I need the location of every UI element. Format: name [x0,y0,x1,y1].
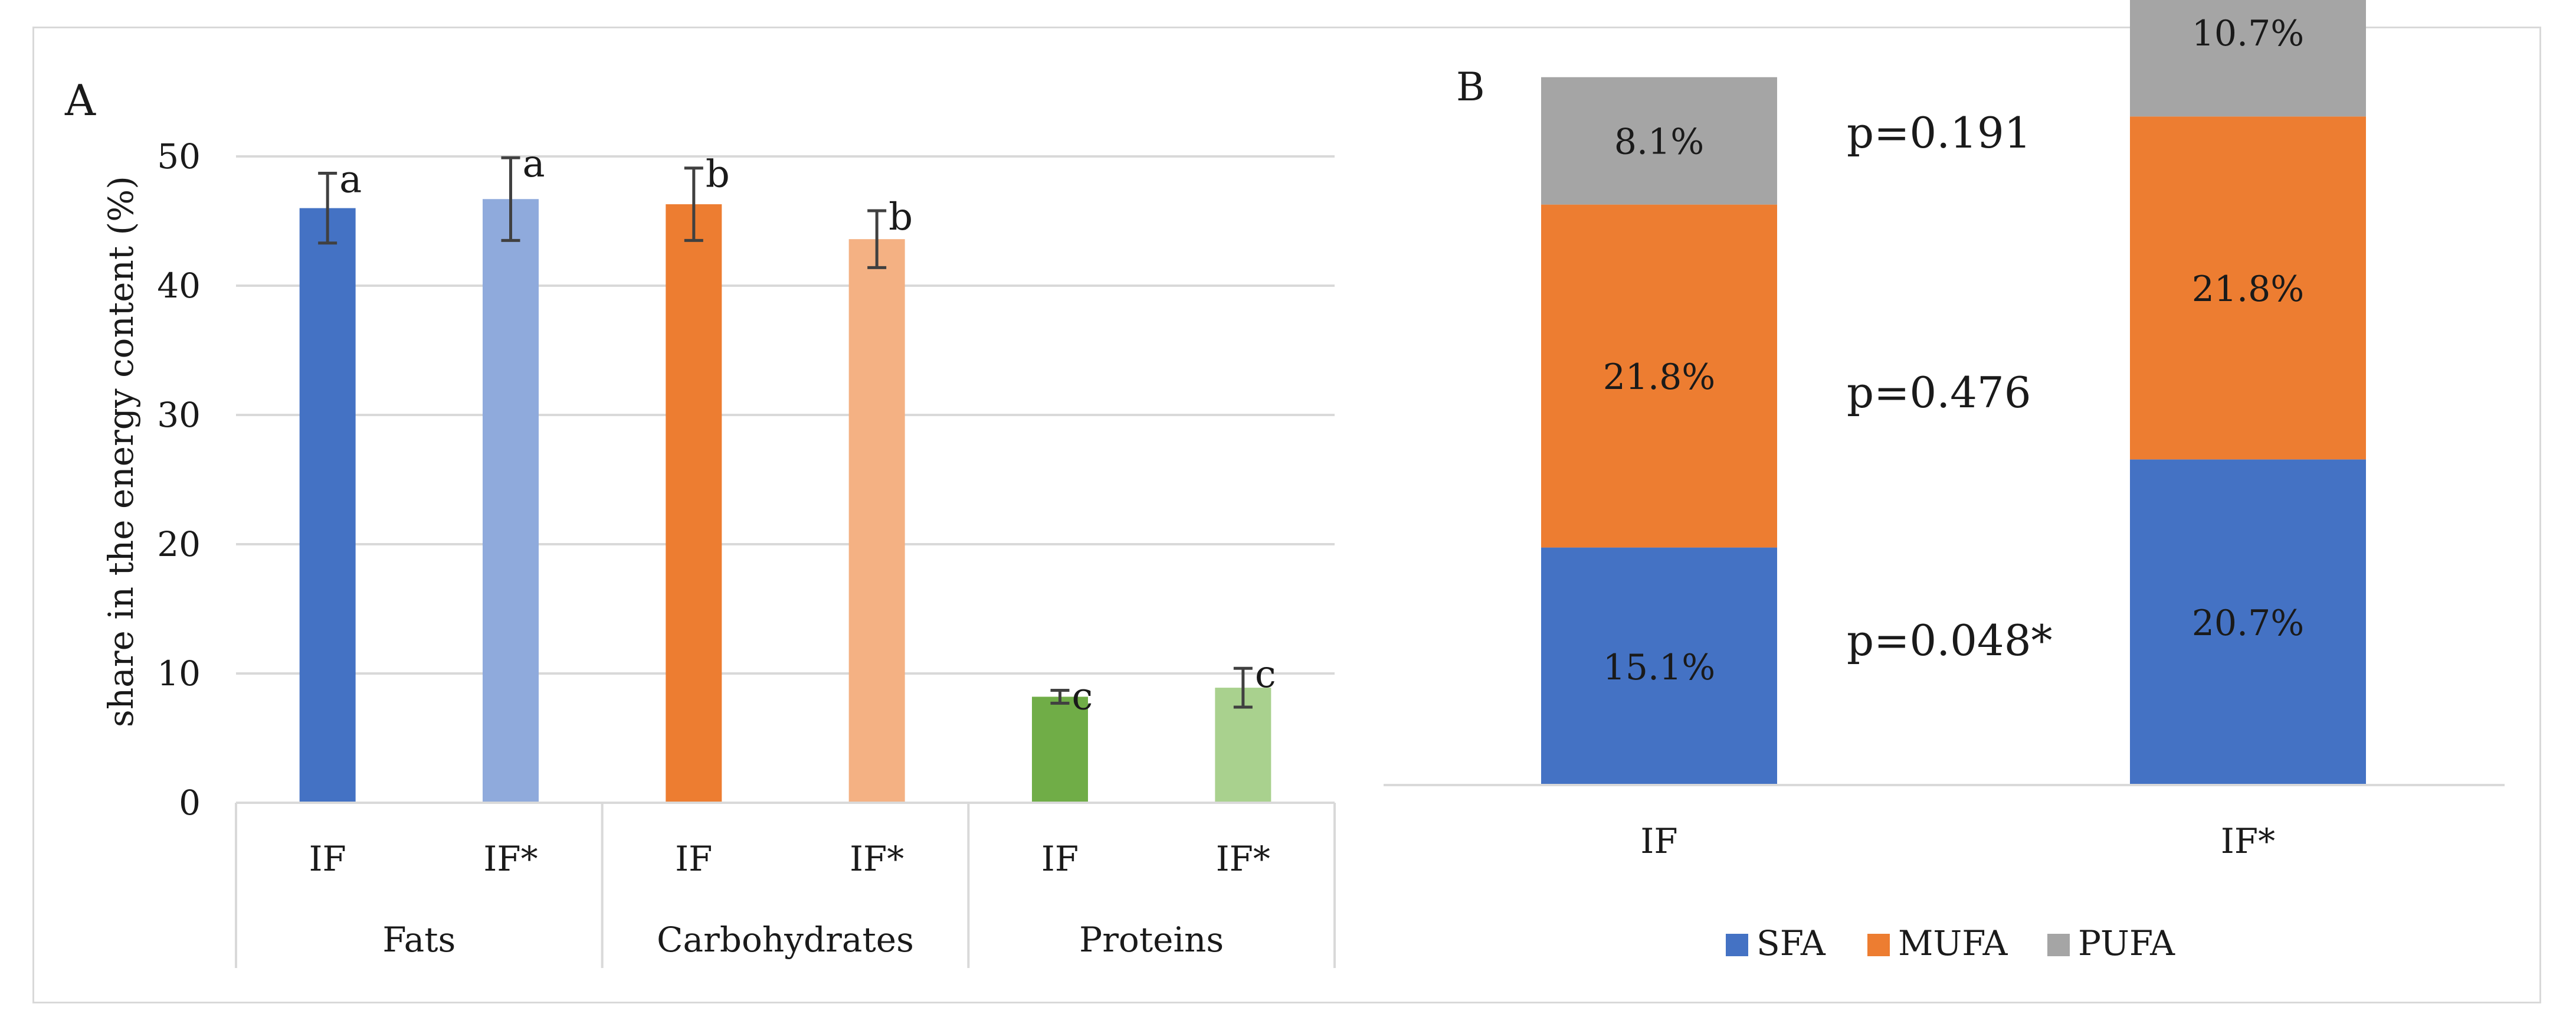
x-category-label: IF* [2221,821,2275,861]
significance-letter: b [706,153,730,197]
panel-a: A 0 10 20 30 40 50 share in the energy conten… [64,76,1336,968]
significance-letter: a [339,158,362,201]
x-tick-label: IF* [1216,839,1270,879]
legend-label-mufa: MUFA [1898,923,2008,963]
stack-mufa-if-star [2130,116,2366,460]
y-tick-label: 20 [157,524,201,564]
p-value-sfa: p=0.048* [1847,616,2053,665]
group-label: Proteins [1079,920,1224,960]
group-label: Carbohydrates [657,920,914,960]
panel-a-letter: A [64,76,96,125]
bar-carbohydrates-if [666,204,722,803]
legend-swatch-pufa [2047,934,2070,956]
segment-label: 8.1% [1614,122,1704,163]
legend-label-pufa: PUFA [2078,923,2175,963]
segment-label: 21.8% [2192,269,2305,310]
stack-pufa-if [1541,77,1777,205]
segment-label: 15.1% [1603,647,1716,688]
stack-sfa-if-star [2130,459,2366,785]
stack-sfa-if [1541,547,1777,785]
segment-label: 10.7% [2192,13,2305,54]
y-tick-label: 50 [157,136,201,176]
x-tick-label: IF* [483,839,538,879]
y-tick-label: 40 [157,266,201,306]
significance-letter: c [1255,653,1276,697]
y-tick-label: 30 [157,395,201,435]
segment-label: 20.7% [2192,603,2305,644]
p-value-pufa: p=0.191 [1847,108,2031,158]
y-tick-label: 10 [157,653,201,694]
legend-swatch-sfa [1726,934,1748,956]
significance-letter: a [523,142,545,186]
segment-label: 21.8% [1603,357,1716,398]
bar-fats-if [299,208,356,803]
bar-fats-if-star [483,199,539,803]
panel-b-letter: B [1456,64,1485,110]
legend-swatch-mufa [1867,934,1890,956]
p-value-mufa: p=0.476 [1847,368,2031,417]
x-category-label: IF [1640,821,1677,861]
figure-frame [32,27,2541,1003]
stack-pufa-if-star [2130,0,2366,117]
x-tick-label: IF [675,839,712,879]
y-tick-label: 0 [179,783,201,823]
significance-letter: b [889,195,913,239]
bar-carbohydrates-if-star [848,239,905,803]
stack-mufa-if [1541,204,1777,548]
group-label: Fats [382,920,455,960]
significance-letter: c [1072,675,1093,718]
x-tick-label: IF [1041,839,1079,879]
y-axis-label: share in the energy content (%) [101,176,141,727]
panel-b: B 15.1% 21.8% 8.1% 20.7% 21.8% 10.7% p=0.048*… [1384,0,2505,963]
x-tick-label: IF [309,839,346,879]
x-tick-label: IF* [850,839,904,879]
bar-proteins-if [1032,697,1088,803]
legend-label-sfa: SFA [1756,923,1826,963]
